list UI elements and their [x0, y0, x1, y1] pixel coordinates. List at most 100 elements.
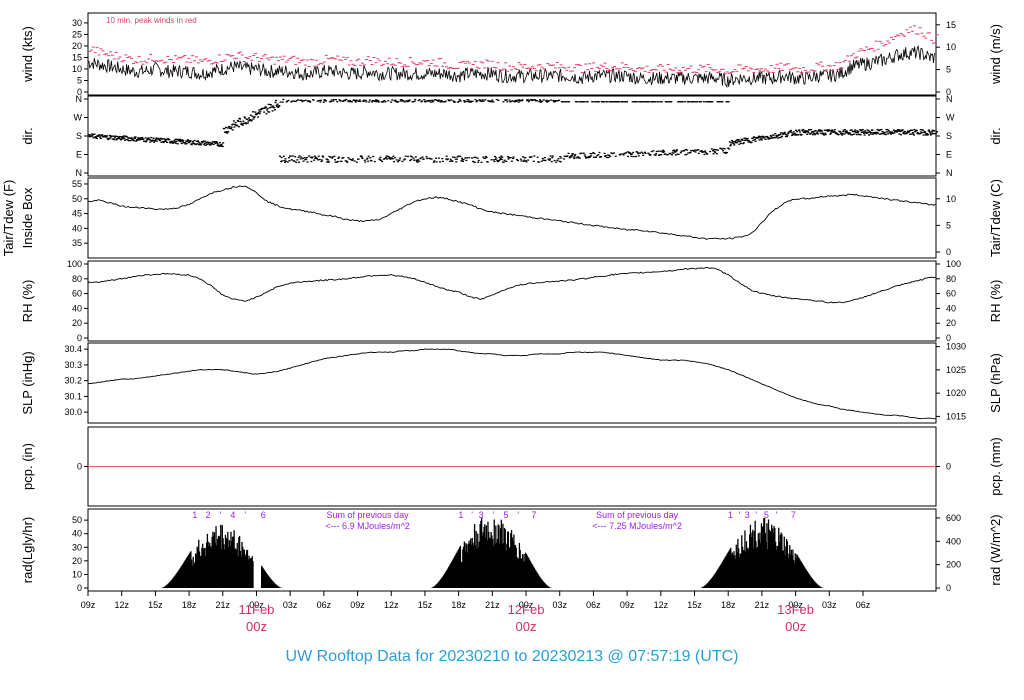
x-tick-label: 09z	[620, 600, 635, 610]
y-tick-label-right: 1030	[946, 342, 966, 352]
y-tick-label-right: 5	[946, 220, 951, 230]
x-tick-label: 18z	[721, 600, 736, 610]
y-tick-label-right: 200	[946, 560, 961, 570]
y-tick-label-right: 1015	[946, 411, 966, 421]
rad-hour-mark: '	[220, 510, 222, 520]
y-tick-label-left: 55	[72, 179, 82, 189]
rad-hour-mark: 5	[764, 510, 769, 520]
y-axis-title-right: rad (W/m^2)	[988, 514, 1003, 585]
y-tick-label-left: E	[76, 150, 82, 160]
y-tick-label-left: 20	[72, 41, 82, 51]
y-tick-label-left: 20	[72, 318, 82, 328]
y-tick-label-left: 50	[72, 194, 82, 204]
y-tick-label-right: 5	[946, 65, 951, 75]
y-tick-label-left: N	[76, 168, 83, 178]
y-tick-label-left: 60	[72, 289, 82, 299]
rad-sum-value: <--- 6.9 MJoules/m^2	[325, 521, 410, 531]
y-tick-label-left: 80	[72, 274, 82, 284]
y-tick-label-right: W	[946, 113, 955, 123]
y-tick-label-right: 0	[946, 583, 951, 593]
y-axis-title-left: dir.	[20, 127, 35, 144]
y-tick-label-left: 40	[72, 303, 82, 313]
y-tick-label-left: 30.0	[64, 407, 82, 417]
panel-frame	[87, 95, 937, 177]
rh-series-line	[87, 266, 936, 304]
x-tick-label: 15z	[418, 600, 433, 610]
y-axis-title-right: dir.	[988, 127, 1003, 144]
y-tick-label-right: 40	[946, 303, 956, 313]
y-axis-title-left: RH (%)	[20, 280, 35, 323]
y-axis-title-left: pcp. (in)	[20, 443, 35, 490]
day-zulu-label: 00z	[246, 619, 267, 634]
y-tick-label-right: 0	[946, 462, 951, 472]
y-tick-label-left: 30	[72, 18, 82, 28]
x-tick-label: 00z	[249, 600, 264, 610]
y-tick-label-left: 10	[72, 64, 82, 74]
y-tick-label-right: 80	[946, 274, 956, 284]
y-tick-label-left: 0	[77, 462, 82, 472]
y-tick-label-right: N	[946, 168, 953, 178]
y-tick-label-left: 20	[72, 556, 82, 566]
y-tick-label-right: 100	[946, 259, 961, 269]
y-tick-label-right: 0	[946, 333, 951, 343]
y-tick-label-right: S	[946, 131, 952, 141]
panel-frame	[87, 508, 937, 592]
rad-hour-mark: 1	[728, 510, 733, 520]
x-tick-label: 06z	[856, 600, 871, 610]
panel-frame	[87, 12, 937, 96]
y-tick-label-right: 10	[946, 194, 956, 204]
rad-hour-mark: '	[471, 510, 473, 520]
y-tick-label-left: 35	[72, 238, 82, 248]
x-tick-label: 00z	[788, 600, 803, 610]
x-tick-label: 15z	[687, 600, 702, 610]
y-axis-title-left: wind (kts)	[20, 26, 35, 83]
y-tick-label-left: N	[76, 94, 83, 104]
rad-hour-mark: '	[739, 510, 741, 520]
x-tick-label: 18z	[182, 600, 197, 610]
rad-hour-mark: '	[755, 510, 757, 520]
y-tick-label-left: 15	[72, 52, 82, 62]
rad-hour-mark: 7	[531, 510, 536, 520]
day-date-label: 12Feb	[508, 602, 545, 617]
x-tick-label: 18z	[451, 600, 466, 610]
panel-frame	[87, 177, 937, 259]
x-tick-label: 06z	[586, 600, 601, 610]
x-tick-label: 12z	[654, 600, 669, 610]
y-tick-label-left: 0	[77, 333, 82, 343]
day-date-label: 11Feb	[239, 602, 275, 617]
y-axis-title-right: SLP (hPa)	[988, 353, 1003, 413]
x-tick-label: 03z	[283, 600, 298, 610]
y-axis-title-right: RH (%)	[988, 280, 1003, 323]
rad-hour-mark: 4	[230, 510, 235, 520]
y-axis-title-left-2: Inside Box	[20, 187, 35, 248]
y-tick-label-right: 15	[946, 20, 956, 30]
x-tick-label: 06z	[317, 600, 332, 610]
panel-frame	[87, 260, 937, 342]
wind-series-line	[87, 45, 936, 89]
rad-hour-mark: '	[493, 510, 495, 520]
y-tick-label-left: 25	[72, 29, 82, 39]
y-axis-title-left: rad(Lgly/hr)	[20, 517, 35, 583]
panel-tairtdew: Tair/Tdew (F) Inside Box Tair/Tdew (C) 35 40…	[1, 177, 1003, 259]
rad-hour-mark: 2	[206, 510, 211, 520]
chart-title: UW Rooftop Data for 20230210 to 20230213…	[285, 648, 739, 665]
rad-hour-mark: 6	[261, 510, 266, 520]
rad-hour-mark: 5	[503, 510, 508, 520]
rad-hour-mark: 7	[791, 510, 796, 520]
y-tick-label-right: N	[946, 94, 953, 104]
x-tick-label: 03z	[552, 600, 567, 610]
x-tick-label: 12z	[114, 600, 129, 610]
panel-slp: SLP (inHg) SLP (hPa) 30.0 30.1 30.2 30.3 30.4 1…	[20, 342, 1003, 424]
y-axis-title-left: Tair/Tdew (F)	[1, 180, 16, 257]
wind-annotation: 10 min. peak winds in red	[106, 16, 197, 25]
y-tick-label-left: 30.2	[64, 376, 82, 386]
y-tick-label-left: 30.3	[64, 360, 82, 370]
y-tick-label-right: E	[946, 150, 952, 160]
y-tick-label-left: 30.1	[64, 391, 82, 401]
x-tick-label: 09z	[81, 600, 96, 610]
panel-rad: rad(Lgly/hr) rad (W/m^2) 0 10 20 30 40 50 0 200 40…	[20, 508, 1003, 593]
y-axis-title-left: SLP (inHg)	[20, 351, 35, 414]
x-tick-label: 15z	[148, 600, 163, 610]
y-tick-label-left: 45	[72, 209, 82, 219]
